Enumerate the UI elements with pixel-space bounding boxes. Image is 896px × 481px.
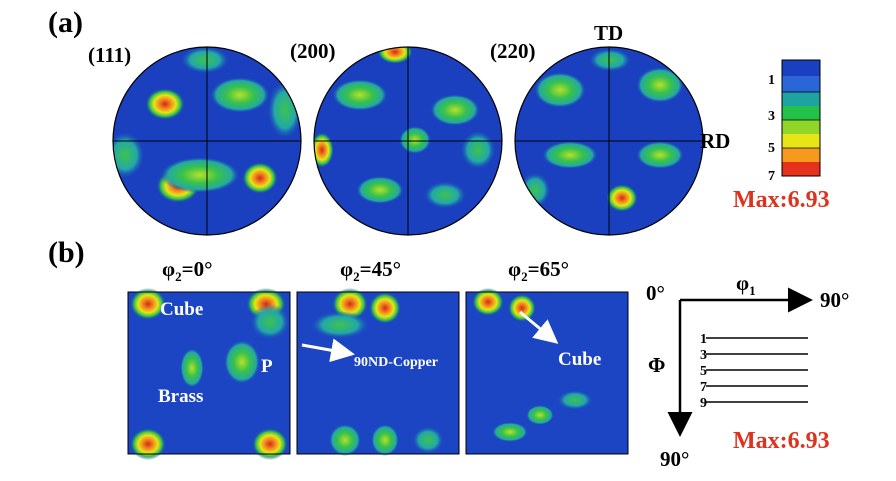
colorbar: [781, 59, 821, 177]
pole-figure-111: [112, 46, 302, 236]
rd-axis-label: RD: [700, 129, 730, 153]
key-phi1-label: φ1: [736, 271, 756, 298]
pole-figure-220-label: (220): [490, 39, 536, 63]
panel-a-label: (a): [48, 6, 83, 39]
key-level-9: 9: [700, 396, 707, 411]
euler-axes-key: [667, 287, 813, 437]
colorbar-tick-1: 1: [768, 73, 775, 88]
pole-figure-200: [313, 46, 503, 236]
key-level-7: 7: [700, 380, 707, 395]
panel-b-label: (b): [48, 236, 85, 269]
key-max-label: Max:6.93: [733, 428, 830, 454]
colorbar-tick-3: 3: [768, 109, 775, 124]
key-Phi-end-label: 90°: [660, 447, 689, 471]
key-Phi-label: Φ: [648, 353, 665, 377]
odf-annotation-cube: Cube: [160, 299, 203, 320]
odf-section-2-title: φ2=65°: [508, 257, 569, 284]
key-level-1: 1: [700, 332, 707, 347]
key-level-5: 5: [700, 364, 707, 379]
odf-annotation-90nd-copper: 90ND-Copper: [354, 355, 438, 370]
colorbar-max-label: Max:6.93: [733, 187, 830, 213]
odf-section-1-title: φ2=45°: [340, 257, 401, 284]
arrow-90nd-copper: [301, 338, 355, 363]
key-phi1-end-label: 90°: [820, 288, 849, 312]
arrow-cube: [519, 310, 559, 344]
pole-figure-111-label: (111): [88, 43, 131, 67]
colorbar-tick-5: 5: [768, 141, 775, 156]
odf-annotation-cube-65: Cube: [558, 349, 601, 370]
pole-figure-200-label: (200): [290, 39, 336, 63]
td-axis-label: TD: [594, 21, 623, 45]
odf-section-0: [127, 288, 291, 460]
key-origin-label: 0°: [646, 281, 665, 305]
odf-annotation-brass: Brass: [158, 386, 203, 407]
odf-section-1: [296, 288, 460, 456]
pole-figure-220: [514, 46, 704, 236]
odf-annotation-p: P: [261, 356, 273, 377]
odf-section-0-title: φ2=0°: [162, 257, 212, 284]
odf-section-2: [465, 288, 629, 455]
key-level-3: 3: [700, 348, 707, 363]
colorbar-tick-7: 7: [768, 169, 775, 184]
